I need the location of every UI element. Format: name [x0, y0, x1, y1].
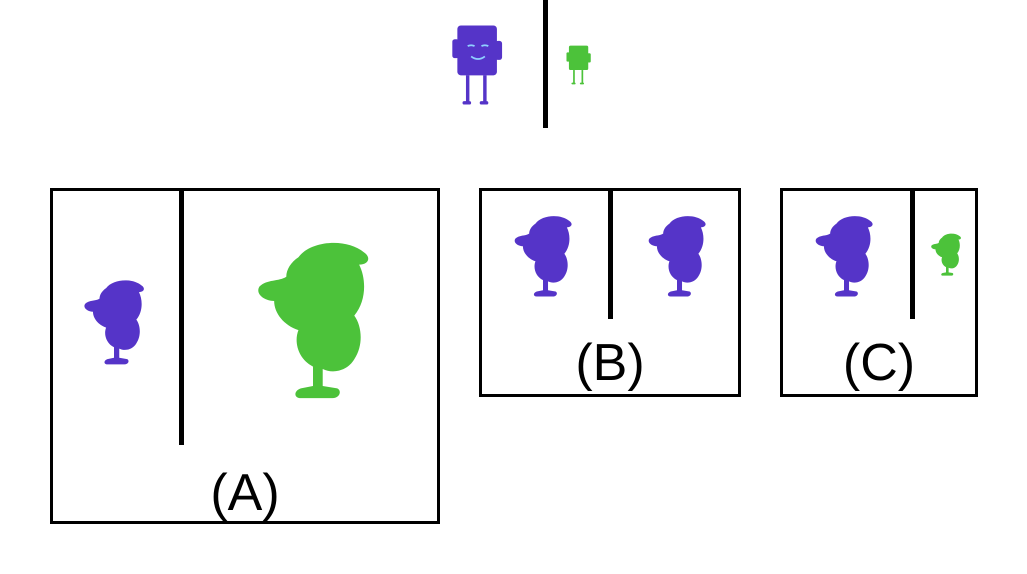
- example-divider: [543, 0, 548, 128]
- option-c-label: (C): [842, 334, 916, 392]
- option-a-right-bird: [247, 233, 379, 403]
- option-b-label: (B): [575, 334, 645, 392]
- example-right-figure: [566, 44, 592, 86]
- option-b-divider: [608, 191, 613, 319]
- option-c-panel[interactable]: (C): [780, 188, 978, 397]
- option-b-panel[interactable]: (B): [479, 188, 741, 397]
- option-a-left-bird: [81, 275, 147, 367]
- option-c-left-bird: [811, 211, 877, 299]
- option-a-panel[interactable]: (A): [50, 188, 440, 524]
- option-c-divider: [910, 191, 915, 319]
- option-b-right-bird: [644, 211, 710, 299]
- option-a-label: (A): [210, 464, 280, 522]
- option-c-right-bird: [929, 231, 963, 277]
- option-b-left-bird: [510, 211, 576, 299]
- option-a-divider: [179, 191, 184, 445]
- example-left-figure: [452, 22, 504, 108]
